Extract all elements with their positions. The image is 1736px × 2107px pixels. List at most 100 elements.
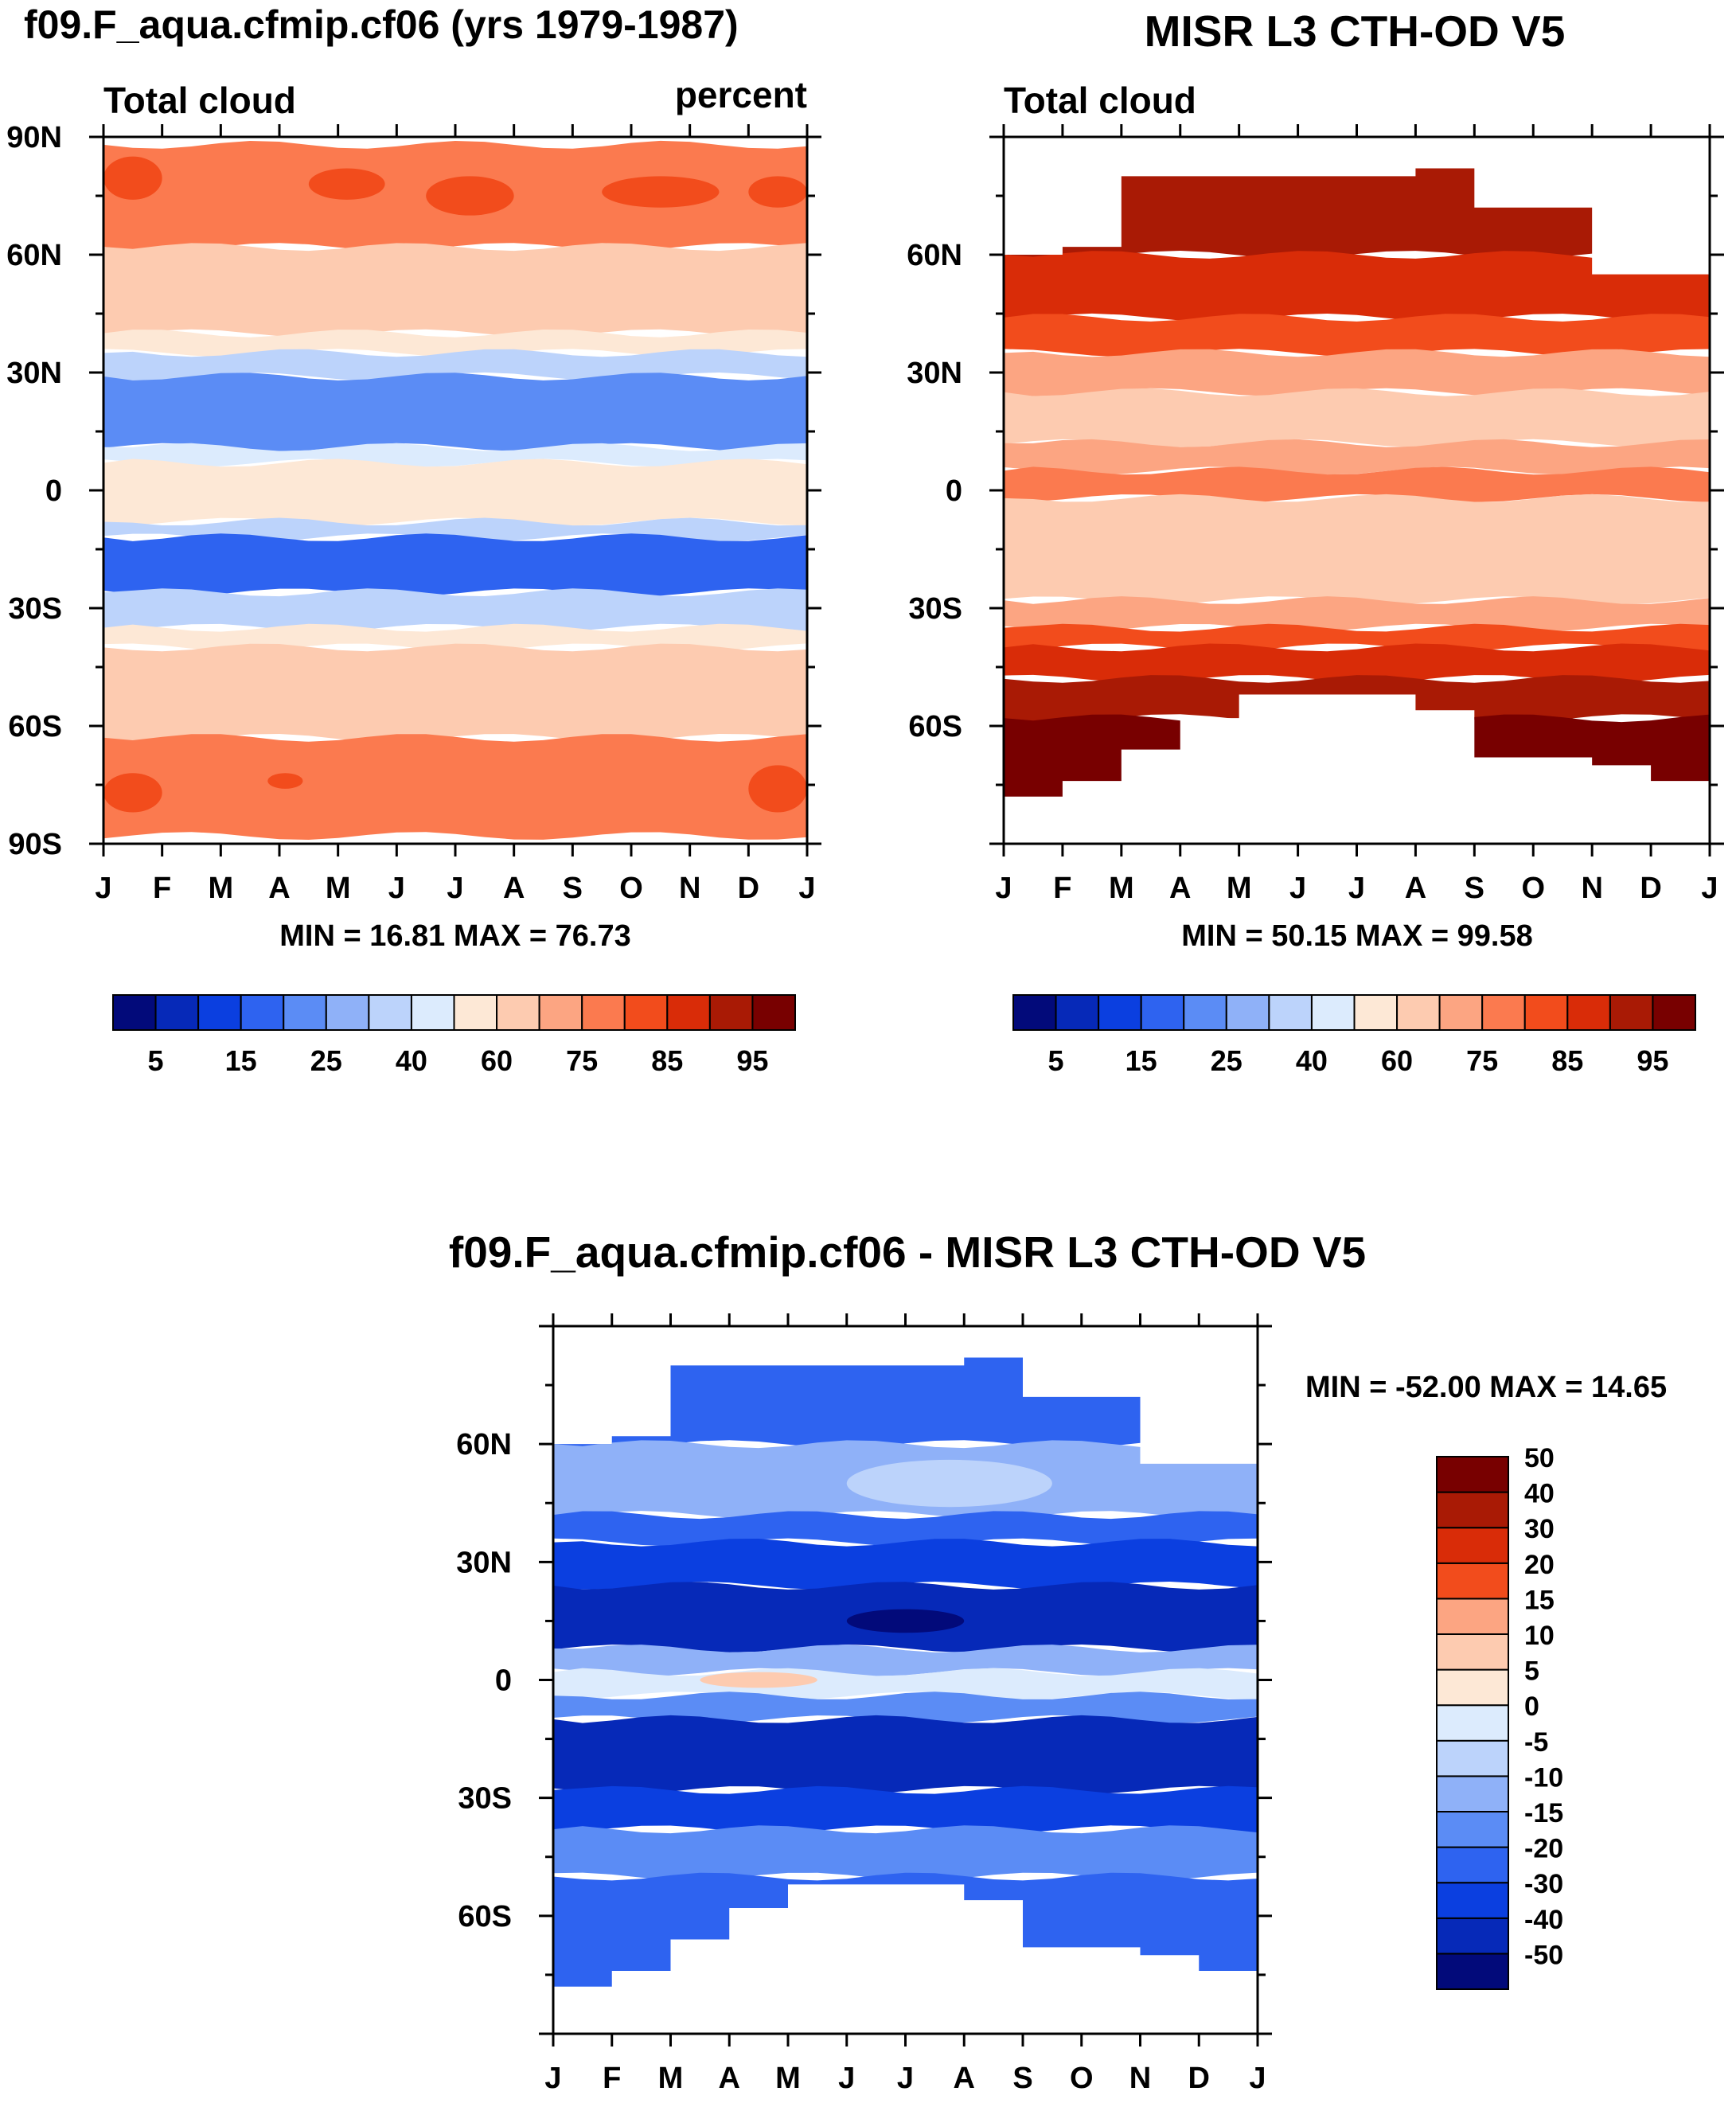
x-tick-label: N <box>1129 2062 1151 2095</box>
y-tick-label: 30N <box>6 357 62 390</box>
colorbar-box <box>1098 994 1142 1031</box>
colorbar-box <box>1140 994 1185 1031</box>
x-tick-label: F <box>1053 872 1071 905</box>
x-tick-label: F <box>153 872 171 905</box>
colorbar-box <box>708 994 754 1031</box>
colorbar-label: 85 <box>651 1044 683 1077</box>
colorbar-label: -15 <box>1524 1798 1563 1828</box>
contour-band <box>103 243 807 338</box>
colorbar-label: 10 <box>1524 1621 1555 1651</box>
contour-patch <box>103 773 162 813</box>
y-tick-label: 30S <box>8 592 62 626</box>
contour-band <box>553 1539 1258 1590</box>
x-tick-label: J <box>544 2062 561 2095</box>
contour-band <box>1004 349 1710 396</box>
colorbar-label: -40 <box>1524 1905 1563 1935</box>
colorbar-label: 30 <box>1524 1514 1555 1544</box>
contour-patch <box>846 1459 1052 1508</box>
y-tick-label: 90N <box>6 121 62 154</box>
colorbar-box <box>1566 994 1611 1031</box>
contour-band <box>1004 168 1710 259</box>
colorbar-box <box>453 994 498 1031</box>
y-tick-label: 60N <box>907 239 962 272</box>
x-tick-label: J <box>447 872 463 905</box>
panel-model-plot <box>103 140 807 840</box>
y-tick-label: 60S <box>8 710 62 743</box>
x-tick-label: O <box>619 872 643 905</box>
colorbar-box <box>1353 994 1399 1031</box>
colorbar-box <box>1438 994 1484 1031</box>
panel-obs-colorbar: 5 15 25 40 60 75 85 95 <box>1012 994 1696 1077</box>
contour-patch <box>700 1672 817 1688</box>
colorbar-label: -30 <box>1524 1869 1563 1899</box>
x-tick-label: J <box>1701 872 1718 905</box>
panel-model-left-label: Total cloud <box>103 80 296 121</box>
contour-patch <box>748 176 807 208</box>
x-tick-label: A <box>503 872 525 905</box>
colorbar-box <box>1436 1704 1509 1742</box>
colorbar-box <box>1481 994 1526 1031</box>
x-tick-label: A <box>1405 872 1426 905</box>
y-tick-label: 90S <box>8 828 62 861</box>
contour-band <box>1004 314 1710 357</box>
contour-band <box>103 373 807 451</box>
colorbar-box <box>496 994 540 1031</box>
x-tick-label: J <box>897 2062 914 2095</box>
x-tick-label: M <box>326 872 351 905</box>
panel-obs-plot <box>1004 168 1710 797</box>
contour-band <box>1004 439 1710 475</box>
panel-diff-title: f09.F_aqua.cfmip.cf06 - MISR L3 CTH-OD V… <box>449 1227 1366 1277</box>
x-tick-label: S <box>1012 2062 1032 2095</box>
colorbar-label: 25 <box>310 1044 342 1077</box>
contour-band <box>1004 643 1710 683</box>
colorbar-box <box>1436 1882 1509 1919</box>
contour-band <box>553 1645 1258 1676</box>
colorbar-box <box>1436 1491 1509 1529</box>
panel-diff-stats: MIN = -52.00 MAX = 14.65 <box>1305 1371 1667 1404</box>
x-tick-label: S <box>1465 872 1484 905</box>
colorbar-label: -20 <box>1524 1834 1563 1864</box>
contour-patch <box>426 176 514 216</box>
colorbar-box <box>1436 1456 1509 1493</box>
y-tick-label: 30S <box>458 1782 512 1816</box>
x-tick-label: M <box>209 872 234 905</box>
contour-band <box>103 349 807 380</box>
colorbar-label: 60 <box>1381 1044 1413 1077</box>
x-tick-label: J <box>1249 2062 1266 2095</box>
x-tick-label: J <box>1289 872 1306 905</box>
colorbar-box <box>1396 994 1441 1031</box>
x-tick-label: D <box>738 872 759 905</box>
x-tick-label: O <box>1070 2062 1094 2095</box>
panel-obs-left-label: Total cloud <box>1004 80 1196 121</box>
contour-band <box>1004 388 1710 447</box>
contour-patch <box>267 773 303 789</box>
colorbar-box <box>1652 994 1696 1031</box>
contour-band <box>1004 623 1710 652</box>
colorbar-label: 15 <box>225 1044 257 1077</box>
colorbar-label: 40 <box>1296 1044 1328 1077</box>
x-tick-label: J <box>838 2062 855 2095</box>
colorbar-box <box>283 994 327 1031</box>
contour-band <box>103 443 807 467</box>
x-tick-label: A <box>1169 872 1191 905</box>
colorbar-box <box>1436 1598 1509 1636</box>
colorbar-label: 50 <box>1524 1443 1555 1473</box>
colorbar-box <box>751 994 796 1031</box>
colorbar-box <box>1609 994 1654 1031</box>
contour-patch <box>846 1609 965 1633</box>
panel-model-colorbar: 5 15 25 40 60 75 85 95 <box>112 994 796 1077</box>
y-tick-label: 60N <box>456 1428 512 1461</box>
panel-0-contours <box>103 140 807 840</box>
contour-band <box>553 1715 1258 1794</box>
y-tick-label: 60N <box>6 239 62 272</box>
x-tick-label: F <box>603 2062 621 2095</box>
colorbar-label: -50 <box>1524 1940 1563 1970</box>
colorbar-box <box>1225 994 1270 1031</box>
y-tick-label: 30N <box>907 357 962 390</box>
colorbar-label: 40 <box>1524 1479 1555 1509</box>
y-tick-label: 30S <box>908 592 962 626</box>
x-tick-label: J <box>1348 872 1365 905</box>
contour-band <box>103 517 807 542</box>
y-tick-label: 60S <box>908 710 962 743</box>
